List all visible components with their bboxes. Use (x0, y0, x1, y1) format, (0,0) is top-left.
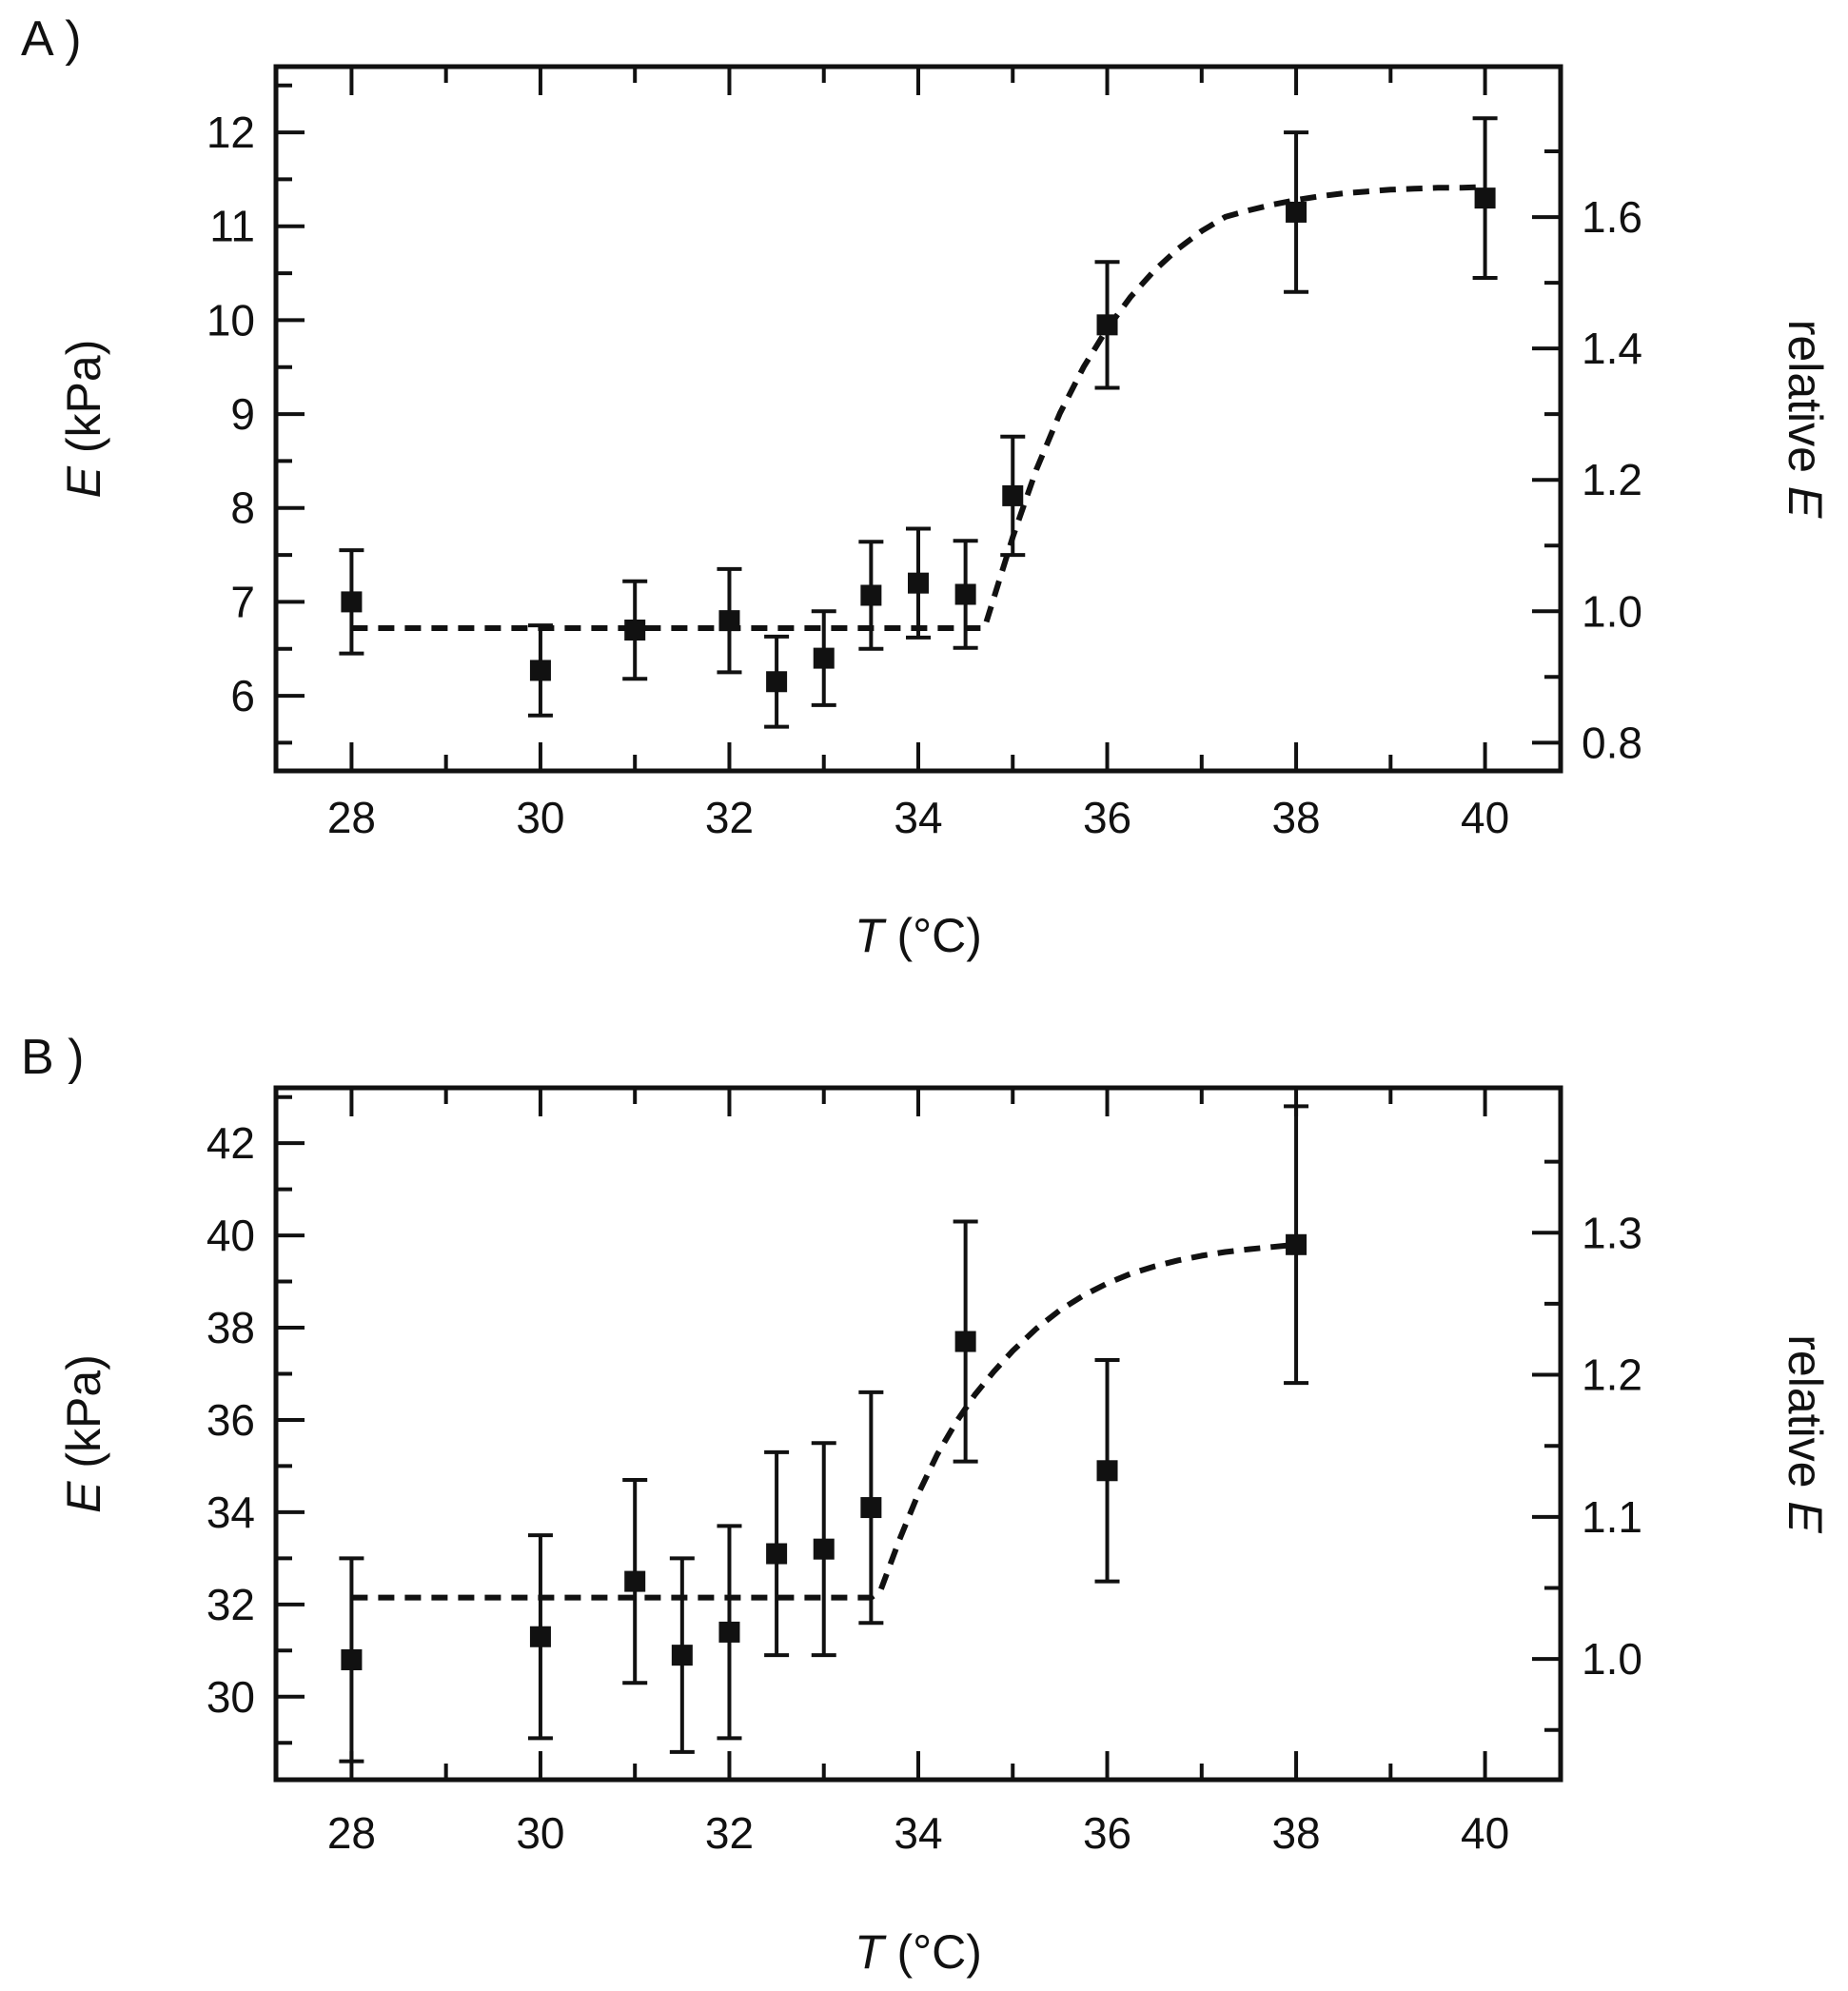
data-point (341, 591, 363, 613)
y-tick-label: 6 (230, 671, 255, 720)
x-tick-label: 38 (1271, 1808, 1320, 1858)
plot-frame (273, 64, 1563, 774)
data-point (1096, 314, 1118, 336)
x-tick-label: 30 (516, 1808, 564, 1858)
y-axis-title: E (kPa) (57, 1354, 110, 1513)
y2-tick-label: 1.6 (1582, 192, 1642, 242)
x-tick-label: 34 (894, 1808, 942, 1858)
data-point (1002, 484, 1024, 506)
chart-panel-b: B ) 28 30 32 34 36 38 40 30 32 34 36 38 40 42 1.0 1.1 1.2… (21, 1030, 1832, 1979)
x-tick-label: 30 (516, 793, 564, 842)
data-point (671, 1645, 693, 1666)
data-point (529, 1626, 551, 1647)
x-tick-label: 40 (1461, 1808, 1509, 1858)
data-point (860, 584, 882, 606)
data-point (1286, 1233, 1307, 1255)
y-tick-label: 32 (206, 1580, 255, 1629)
data-point (624, 620, 646, 641)
chart-panel-a: A ) 28 30 32 34 36 38 40 6 7 8 9 10 11 12 0.8 1.0 1.2 1.4 1… (21, 11, 1832, 962)
y2-tick-label: 1.2 (1582, 455, 1642, 504)
fit-curve (351, 1241, 1297, 1601)
x-axis-title: T (°C) (855, 1925, 982, 1979)
data-point (1096, 1460, 1118, 1482)
y-tick-label: 42 (206, 1118, 255, 1168)
data-point (718, 610, 740, 632)
x-axis-title: T (°C) (855, 909, 982, 962)
x-tick-label: 32 (705, 1808, 754, 1858)
y2-tick-label: 0.8 (1582, 718, 1642, 767)
data-point (1474, 187, 1496, 209)
y-tick-label: 8 (230, 483, 255, 533)
data-point (908, 572, 929, 594)
y2-tick-label: 1.4 (1582, 324, 1642, 373)
x-tick-label: 28 (327, 793, 376, 842)
y2-tick-label: 1.3 (1582, 1208, 1642, 1257)
data-point (954, 583, 976, 605)
y2-axis-title: relative E (1779, 320, 1832, 519)
data-point (954, 1331, 976, 1352)
x-tick-label: 28 (327, 1808, 376, 1858)
y2-tick-label: 1.0 (1582, 586, 1642, 636)
x-tick-label: 36 (1083, 1808, 1131, 1858)
x-tick-label: 36 (1083, 793, 1131, 842)
y2-axis-title: relative E (1779, 1334, 1832, 1533)
y2-tick-label: 1.0 (1582, 1634, 1642, 1684)
data-point (813, 1538, 835, 1560)
y2-tick-label: 1.1 (1582, 1492, 1642, 1542)
x-tick-label: 40 (1461, 793, 1509, 842)
x-tick-label: 34 (894, 793, 942, 842)
data-point (860, 1497, 882, 1519)
plot-frame (273, 1085, 1563, 1783)
data-point (718, 1621, 740, 1643)
y-tick-label: 7 (230, 577, 255, 626)
data-point (1286, 201, 1307, 223)
x-tick-label: 32 (705, 793, 754, 842)
y-tick-label: 12 (206, 108, 255, 157)
y-tick-label: 36 (206, 1395, 255, 1445)
y-tick-label: 34 (206, 1488, 255, 1537)
panel-label: A ) (21, 11, 82, 67)
data-point (766, 671, 788, 693)
data-point (529, 660, 551, 681)
y-tick-label: 30 (206, 1672, 255, 1722)
data-point (813, 647, 835, 669)
y2-tick-label: 1.2 (1582, 1350, 1642, 1400)
panel-label: B ) (21, 1030, 84, 1085)
data-point (624, 1570, 646, 1592)
y-axis-title: E (kPa) (57, 340, 110, 499)
y-tick-label: 40 (206, 1211, 255, 1260)
y-tick-label: 10 (206, 295, 255, 345)
y-tick-label: 11 (209, 202, 255, 251)
x-tick-label: 38 (1271, 793, 1320, 842)
data-point (766, 1543, 788, 1565)
data-point (341, 1648, 363, 1670)
y-tick-label: 38 (206, 1303, 255, 1352)
y-tick-label: 9 (230, 389, 255, 439)
